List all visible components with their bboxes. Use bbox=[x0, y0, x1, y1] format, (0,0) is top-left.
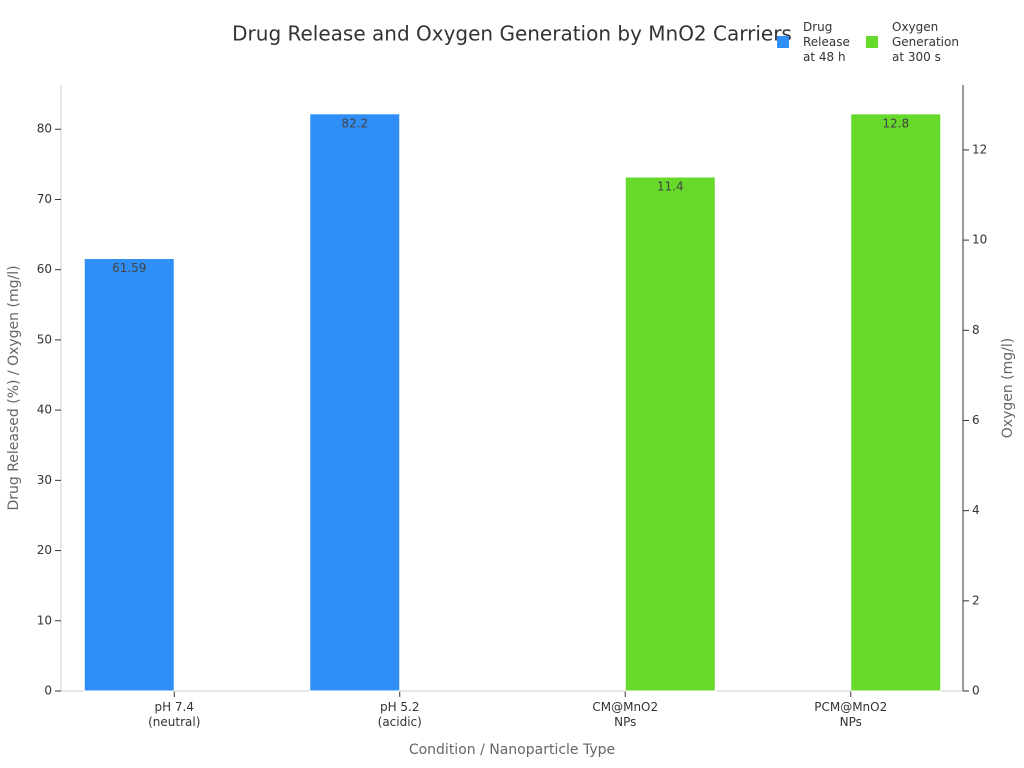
y-tick-label: 10 bbox=[37, 613, 52, 627]
bar bbox=[83, 258, 175, 692]
y-tick-label: 20 bbox=[37, 543, 52, 557]
bar bbox=[309, 113, 401, 692]
y2-tick-label: 2 bbox=[972, 593, 980, 607]
y-tick-label: 60 bbox=[37, 262, 52, 276]
x-axis-title: Condition / Nanoparticle Type bbox=[409, 742, 615, 758]
y2-tick-label: 8 bbox=[972, 323, 980, 337]
legend-label: Oxygen Generation at 300 s bbox=[892, 20, 959, 64]
legend-swatch bbox=[777, 36, 789, 48]
bar-value-label: 11.4 bbox=[657, 179, 684, 193]
y2-axis-title: Oxygen (mg/l) bbox=[1000, 338, 1016, 438]
y-tick-label: 30 bbox=[37, 473, 52, 487]
y-axis-title: Drug Released (%) / Oxygen (mg/l) bbox=[6, 265, 22, 510]
y-tick-label: 40 bbox=[37, 403, 52, 417]
y-tick-label: 50 bbox=[37, 332, 52, 346]
x-tick-label: pH 5.2 (acidic) bbox=[378, 700, 422, 729]
x-tick-label: CM@MnO2 NPs bbox=[592, 700, 658, 729]
chart-title: Drug Release and Oxygen Generation by Mn… bbox=[232, 22, 792, 46]
bar-value-label: 82.2 bbox=[341, 116, 368, 130]
y2-tick-label: 12 bbox=[972, 142, 987, 156]
x-tick-label: PCM@MnO2 NPs bbox=[814, 700, 887, 729]
bar-value-label: 61.59 bbox=[112, 261, 146, 275]
y2-tick-label: 0 bbox=[972, 684, 980, 698]
y2-tick-label: 10 bbox=[972, 233, 987, 247]
bar bbox=[850, 113, 942, 692]
legend-label: Drug Release at 48 h bbox=[803, 20, 850, 64]
legend-swatch bbox=[866, 36, 878, 48]
x-tick-label: pH 7.4 (neutral) bbox=[148, 700, 200, 729]
bar bbox=[624, 176, 716, 692]
y2-tick-label: 4 bbox=[972, 503, 980, 517]
y-tick-label: 80 bbox=[37, 122, 52, 136]
bar-value-label: 12.8 bbox=[882, 116, 909, 130]
y-tick-label: 70 bbox=[37, 192, 52, 206]
y2-tick-label: 6 bbox=[972, 413, 980, 427]
y-tick-label: 0 bbox=[44, 684, 52, 698]
